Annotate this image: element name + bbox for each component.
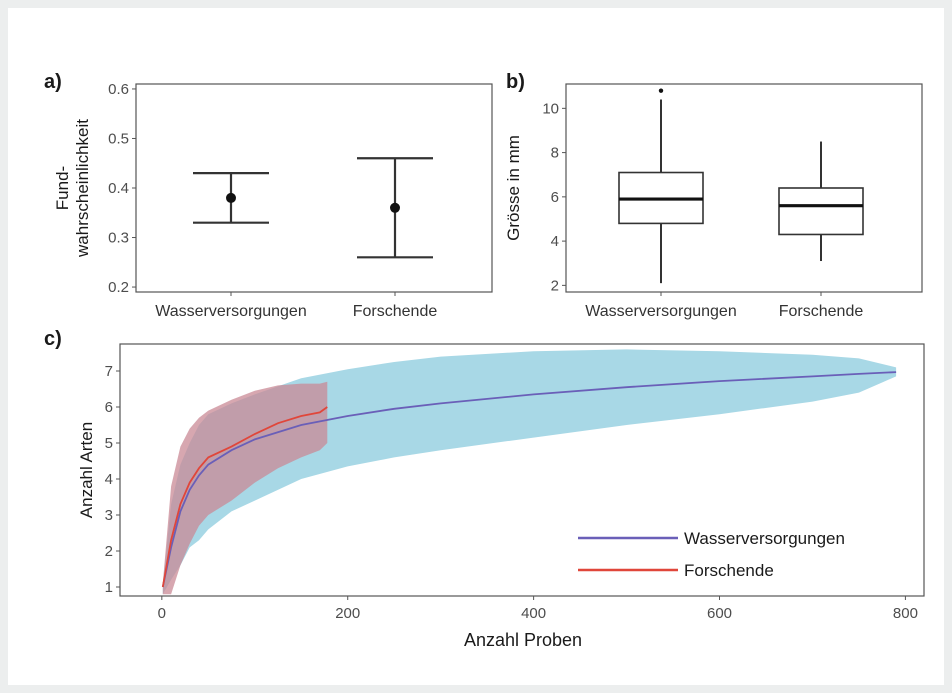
panel-a-ytick-label: 0.6 [108, 81, 129, 98]
panel-c: c) 1 2 3 4 5 6 7 0 200 400 600 800 Anzahl Arten An… [44, 328, 925, 650]
panel-c-xlabel: Anzahl Proben [464, 630, 582, 650]
panel-a-ytick-label: 0.5 [108, 130, 129, 147]
panel-a-label: a) [44, 71, 62, 93]
panel-b-y-axis: 2 4 6 8 10 [542, 100, 566, 294]
panel-c-xtick-label: 600 [707, 605, 732, 622]
panel-a-ytick-label: 0.2 [108, 279, 129, 296]
panel-c-ytick-label: 4 [105, 471, 113, 488]
box-outlier [658, 88, 664, 93]
panel-c-lines [161, 371, 897, 588]
panel-a-category-label: Forschende [353, 303, 438, 320]
panel-b-category-label: Wasserversorgungen [585, 303, 736, 320]
panel-a: a) 0.2 0.3 0.4 0.5 0.6 Wasserversorgungen For… [44, 71, 493, 320]
panel-c-xtick-label: 400 [521, 605, 546, 622]
panel-c-legend: Wasserversorgungen Forschende [578, 529, 845, 580]
panel-b: b) 2 4 6 8 10 Wasserversorgungen Forschende G… [504, 71, 923, 320]
panel-c-label: c) [44, 328, 62, 350]
panel-c-ytick-label: 7 [105, 363, 113, 380]
confidence-band-wasserversorgungen [162, 349, 897, 595]
point-estimate [390, 202, 400, 213]
mean-line-wasserversorgungen [161, 371, 897, 588]
panel-a-ylabel-line1: Fund- [53, 166, 72, 210]
panel-c-ytick-label: 1 [105, 579, 113, 596]
panel-b-label: b) [506, 71, 525, 93]
panel-c-ylabel: Anzahl Arten [77, 422, 96, 518]
mean-line-forschende [161, 406, 328, 588]
panel-c-bands [162, 349, 897, 595]
panel-b-ytick-label: 6 [551, 189, 559, 206]
panel-c-xtick-label: 200 [335, 605, 360, 622]
panel-a-ytick-label: 0.3 [108, 230, 129, 247]
panel-c-ytick-label: 6 [105, 399, 113, 416]
confidence-band-forschende [162, 381, 328, 595]
panel-c-ytick-label: 3 [105, 507, 113, 524]
panel-b-category-label: Forschende [779, 303, 864, 320]
panel-b-x-axis: Wasserversorgungen Forschende [585, 292, 863, 320]
panel-a-ylabel-line2: wahrscheinlichkeit [73, 119, 92, 258]
panel-c-x-axis: 0 200 400 600 800 [158, 596, 918, 622]
panel-c-xtick-label: 800 [893, 605, 918, 622]
panel-a-ytick-label: 0.4 [108, 180, 129, 197]
panel-b-marks [618, 88, 864, 284]
box-iqr [778, 187, 864, 236]
panel-a-x-axis: Wasserversorgungen Forschende [155, 292, 437, 320]
point-estimate [226, 192, 236, 203]
panel-a-marks [193, 157, 433, 259]
figure: a) 0.2 0.3 0.4 0.5 0.6 Wasserversorgungen For… [8, 8, 944, 685]
panel-c-ytick-label: 2 [105, 543, 113, 560]
legend-label-wasserversorgungen: Wasserversorgungen [684, 529, 845, 548]
panel-b-ylabel: Grösse in mm [504, 135, 523, 241]
panel-b-ytick-label: 2 [551, 277, 559, 294]
panel-c-ytick-label: 5 [105, 435, 113, 452]
panel-b-ytick-label: 8 [551, 145, 559, 162]
panel-a-y-axis: 0.2 0.3 0.4 0.5 0.6 [108, 81, 136, 296]
panel-a-frame [135, 83, 493, 293]
chart-figure: a) 0.2 0.3 0.4 0.5 0.6 Wasserversorgungen For… [44, 71, 925, 650]
panel-a-category-label: Wasserversorgungen [155, 303, 306, 320]
panel-c-y-axis: 1 2 3 4 5 6 7 [105, 363, 120, 596]
panel-b-ytick-label: 4 [551, 233, 559, 250]
legend-label-forschende: Forschende [684, 561, 774, 580]
panel-b-ytick-label: 10 [542, 100, 559, 117]
panel-c-xtick-label: 0 [158, 605, 166, 622]
